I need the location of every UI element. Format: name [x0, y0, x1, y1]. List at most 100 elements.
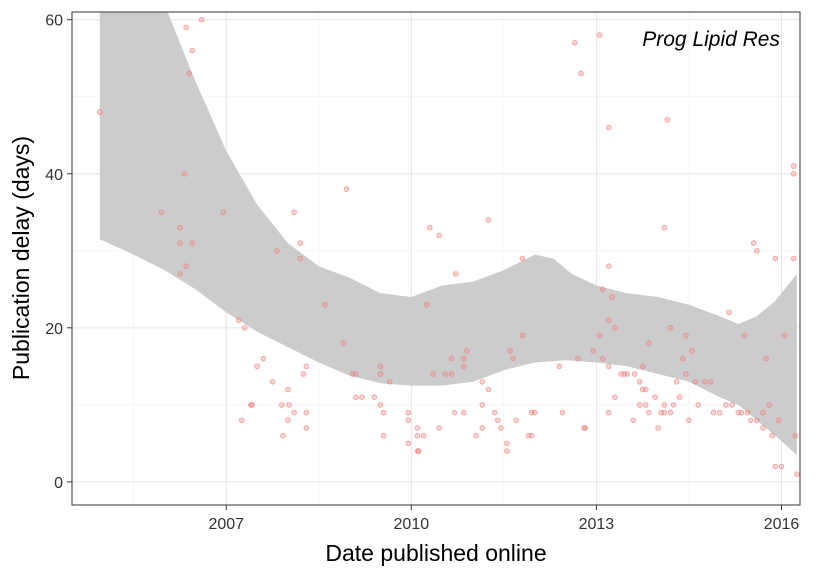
data-point: [220, 209, 227, 216]
data-point: [377, 363, 384, 370]
data-points: [97, 16, 800, 478]
data-point: [766, 402, 772, 408]
data-point: [420, 432, 427, 439]
data-point: [386, 378, 393, 385]
data-point: [494, 417, 501, 424]
data-point: [343, 186, 350, 193]
data-point: [519, 255, 526, 262]
data-point: [189, 47, 196, 54]
data-point: [670, 402, 677, 408]
data-point: [460, 355, 467, 362]
data-point: [260, 355, 267, 362]
data-point: [695, 402, 701, 408]
data-point: [352, 394, 359, 401]
data-point: [781, 332, 788, 339]
y-tick-label: 0: [54, 475, 63, 492]
data-point: [778, 463, 785, 470]
data-point: [575, 355, 581, 362]
data-point: [415, 448, 422, 454]
data-point: [790, 171, 797, 177]
data-point: [729, 402, 735, 408]
data-point: [286, 402, 293, 408]
data-point: [491, 409, 498, 416]
data-point: [631, 371, 638, 377]
data-point: [186, 70, 193, 77]
data-point: [661, 402, 668, 408]
data-point: [605, 409, 612, 416]
data-point: [605, 263, 612, 270]
data-point: [278, 402, 285, 408]
data-point: [676, 394, 683, 401]
data-point: [747, 417, 754, 424]
data-point: [473, 432, 479, 439]
data-point: [504, 440, 510, 447]
data-point: [636, 378, 643, 385]
data-point: [760, 425, 766, 431]
data-point: [741, 332, 748, 339]
x-tick-label: 2007: [208, 516, 244, 533]
data-point: [750, 240, 757, 246]
data-point: [504, 448, 510, 454]
data-point: [571, 39, 578, 46]
data-point: [753, 417, 760, 424]
data-point: [612, 394, 618, 401]
data-point: [753, 248, 760, 254]
data-point: [436, 425, 442, 431]
data-point: [380, 409, 387, 416]
data-point: [645, 409, 652, 416]
data-point: [241, 324, 248, 331]
data-point: [769, 432, 775, 439]
data-point: [578, 70, 584, 77]
data-point: [596, 32, 603, 38]
data-point: [485, 386, 492, 393]
data-point: [285, 386, 291, 393]
data-point: [254, 363, 260, 370]
data-point: [559, 409, 566, 416]
data-point: [303, 409, 310, 416]
data-point: [673, 378, 680, 385]
data-point: [513, 417, 519, 424]
data-point: [652, 394, 658, 401]
data-point: [497, 425, 504, 431]
data-point: [605, 317, 612, 323]
data-point: [300, 371, 307, 377]
data-point: [726, 309, 732, 316]
data-point: [642, 402, 649, 408]
data-point: [664, 117, 671, 123]
data-point: [158, 209, 165, 216]
data-point: [661, 224, 668, 231]
data-point: [596, 332, 603, 339]
data-point: [667, 409, 674, 416]
data-point: [624, 371, 631, 377]
data-point: [642, 386, 649, 393]
data-point: [303, 425, 310, 431]
data-point: [405, 440, 412, 447]
data-point: [414, 425, 421, 431]
data-point: [359, 394, 365, 401]
data-point: [794, 471, 800, 478]
data-point: [519, 332, 526, 339]
data-point: [692, 378, 698, 385]
data-point: [763, 355, 769, 362]
data-point: [507, 348, 513, 354]
data-point: [612, 324, 618, 331]
data-point: [582, 425, 589, 431]
data-point: [661, 409, 668, 416]
data-point: [479, 378, 486, 385]
data-point: [679, 355, 686, 362]
data-point: [599, 286, 606, 293]
data-point: [792, 432, 798, 439]
data-point: [460, 363, 467, 370]
data-point: [380, 432, 387, 439]
data-point: [689, 348, 695, 354]
data-point: [510, 355, 516, 362]
data-point: [790, 163, 797, 169]
data-point: [479, 402, 486, 408]
data-point: [639, 363, 646, 370]
data-point: [423, 301, 430, 308]
data-point: [760, 409, 766, 416]
data-point: [775, 417, 782, 424]
data-point: [599, 355, 606, 362]
data-point: [790, 255, 797, 262]
